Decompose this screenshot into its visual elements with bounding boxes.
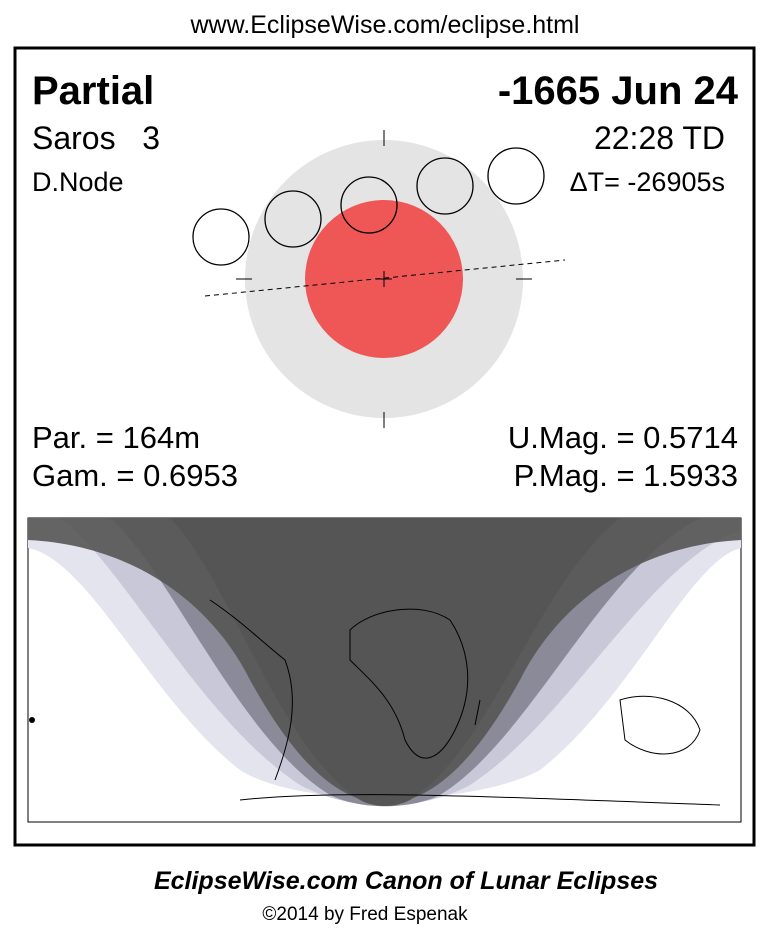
eclipse-geometry: [192, 130, 566, 428]
duration: Par. = 164m: [32, 420, 200, 455]
url: www.EclipseWise.com/eclipse.html: [190, 11, 580, 39]
delta-t: ΔT= -26905s: [570, 167, 725, 197]
eclipse-type: Partial: [32, 69, 154, 113]
penumbral-magnitude: P.Mag. = 1.5933: [514, 458, 738, 493]
saros: Saros 3: [32, 120, 160, 156]
gamma: Gam. = 0.6953: [32, 458, 238, 493]
node: D.Node: [32, 167, 124, 197]
visibility-map: [27, 517, 742, 823]
copyright: ©2014 by Fred Espenak: [262, 904, 468, 925]
frame: [13, 46, 756, 847]
umbral-magnitude: U.Mag. = 0.5714: [508, 420, 738, 455]
eclipse-date: -1665 Jun 24: [498, 69, 739, 113]
footer-title: EclipseWise.com Canon of Lunar Eclipses: [154, 867, 658, 895]
time: 22:28 TD: [594, 120, 725, 156]
